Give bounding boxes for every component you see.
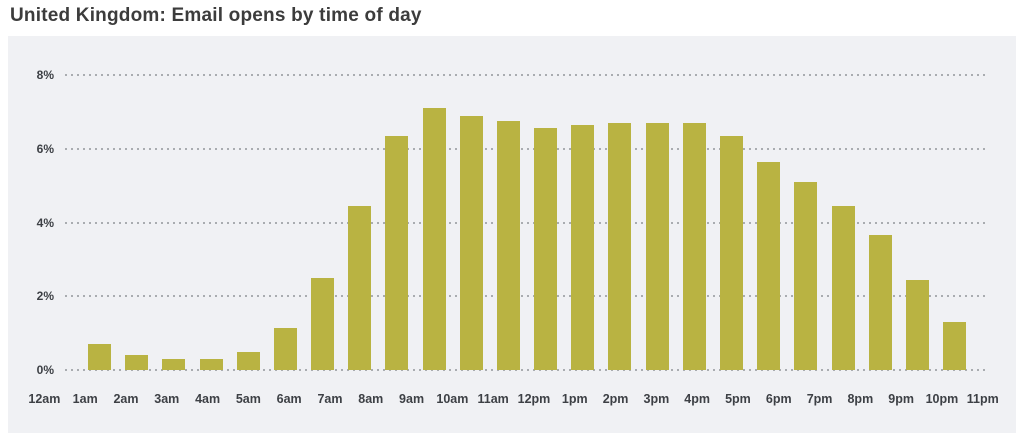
bar-10am: [459, 115, 483, 370]
bar-3am: [199, 358, 223, 370]
bar-1am: [125, 355, 149, 370]
bar-slot-10pm: [899, 75, 936, 370]
bar-11pm: [943, 322, 967, 370]
x-axis-tick-label: 9pm: [888, 392, 914, 406]
bar-slot-2pm: [601, 75, 638, 370]
bar-12am: [88, 344, 112, 370]
y-axis-tick-label: 6%: [36, 141, 54, 156]
bar-9pm: [868, 235, 892, 370]
bar-slot-10am: [453, 75, 490, 370]
x-axis-tick-label: 10am: [436, 392, 469, 406]
bar-6pm: [757, 161, 781, 370]
bar-8am: [385, 135, 409, 370]
bar-6am: [311, 277, 335, 370]
bar-12pm: [534, 128, 558, 370]
gridline-2%: [65, 295, 986, 298]
bar-slot-1pm: [564, 75, 601, 370]
bar-2am: [162, 358, 186, 370]
bar-7am: [348, 205, 372, 370]
bar-5pm: [720, 135, 743, 370]
bar-slot-3pm: [639, 75, 676, 370]
bar-slot-9am: [416, 75, 453, 370]
bar-9am: [422, 108, 446, 370]
bar-1pm: [571, 124, 595, 370]
x-axis-tick-label: 5pm: [725, 392, 751, 406]
x-axis-tick-label: 4pm: [684, 392, 710, 406]
x-axis-tick-label: 3am: [154, 392, 180, 406]
y-axis-tick-label: 4%: [36, 215, 54, 230]
x-axis-labels: 12am 1am 2am 3am 4am 5am 6am 7am 8am 9am 10am 11am 1…: [8, 392, 1016, 406]
x-axis-tick-label: 3pm: [643, 392, 670, 406]
x-axis-tick-label: 12am: [28, 392, 61, 406]
y-axis-tick-label: 8%: [36, 68, 54, 82]
bar-4am: [236, 351, 260, 370]
x-axis-tick-label: 10pm: [925, 392, 959, 406]
x-axis-tick-label: 12pm: [517, 392, 551, 406]
bar-slot-5am: [267, 75, 304, 370]
plot-area: [65, 74, 986, 371]
bar-slot-11pm: [936, 75, 973, 370]
bar-slot-7pm: [787, 75, 824, 370]
bar-slot-12pm: [527, 75, 564, 370]
bars-row: [65, 75, 986, 370]
x-axis-tick-label: 1am: [72, 392, 98, 406]
x-axis-tick-label: 7am: [317, 392, 343, 406]
bar-slot-4am: [230, 75, 267, 370]
chart-panel: 0% 2% 4% 6% 8% 12am 1am 2am 3am 4am 5am 6am 7am 8am 9a…: [8, 36, 1016, 433]
bar-slot-5pm: [713, 75, 750, 370]
bar-slot-6pm: [750, 75, 787, 370]
bar-5am: [273, 327, 297, 370]
y-axis-tick-label: 2%: [36, 289, 54, 304]
bar-8pm: [831, 205, 855, 370]
x-axis-tick-label: 8am: [358, 392, 384, 406]
gridline-8%: [65, 74, 986, 76]
bar-7pm: [794, 181, 818, 370]
page-title: United Kingdom: Email opens by time of d…: [10, 5, 422, 26]
bar-slot-9pm: [862, 75, 899, 370]
x-axis-tick-label: 7pm: [806, 392, 833, 406]
x-axis-tick-label: 9am: [399, 392, 425, 406]
bar-slot-8pm: [824, 75, 861, 370]
bar-slot-4pm: [676, 75, 713, 370]
bar-slot-6am: [304, 75, 341, 370]
bar-4pm: [682, 122, 706, 370]
x-axis-tick-label: 6am: [276, 392, 302, 406]
x-axis-tick-label: 8pm: [847, 392, 874, 406]
x-axis-tick-label: 11am: [477, 392, 509, 406]
y-axis-tick-label: 0%: [36, 363, 54, 377]
gridline-4%: [65, 221, 986, 224]
bar-10pm: [905, 279, 929, 370]
x-axis-tick-label: 1pm: [561, 392, 588, 406]
bar-2pm: [608, 122, 632, 370]
bar-slot-1am: [118, 75, 155, 370]
x-axis-tick-label: 4am: [195, 392, 221, 406]
x-axis-tick-label: 6pm: [765, 392, 792, 406]
bar-slot-11am: [490, 75, 527, 370]
bar-slot-12am: [81, 75, 118, 370]
x-axis-tick-label: 11pm: [966, 392, 999, 406]
bar-slot-7am: [341, 75, 378, 370]
bar-slot-2am: [155, 75, 192, 370]
x-axis-tick-label: 2am: [113, 392, 139, 406]
bar-3pm: [645, 122, 669, 370]
x-axis-tick-label: 2pm: [602, 392, 629, 406]
x-axis-tick-label: 5am: [235, 392, 261, 406]
gridline-0%: [65, 369, 986, 371]
gridline-6%: [65, 147, 986, 150]
bar-slot-3am: [193, 75, 230, 370]
bar-11am: [496, 121, 520, 370]
bar-slot-8am: [378, 75, 415, 370]
